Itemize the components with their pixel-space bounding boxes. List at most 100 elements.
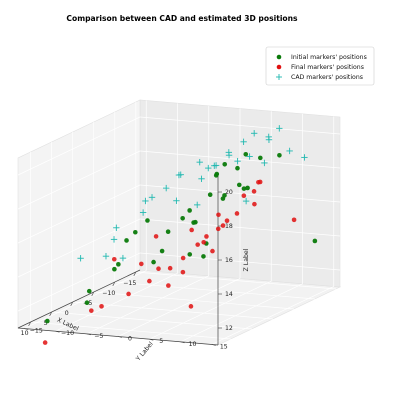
- legend-final-marker: [276, 64, 282, 70]
- y-gridline-floor: [86, 275, 209, 335]
- y-tick-mark: [86, 333, 91, 336]
- x-tick-label: 5: [44, 320, 48, 327]
- cad-marker-point: [113, 224, 120, 231]
- final-marker-point: [180, 269, 186, 275]
- y-tick-label: −15: [30, 328, 43, 335]
- z-gridline-back: [139, 218, 341, 237]
- x-tick-mark: [70, 301, 73, 307]
- x-tick-label: 0: [65, 310, 69, 317]
- y-gridline-floor: [55, 272, 178, 332]
- y-tick-label: 15: [220, 343, 228, 350]
- z-tick-label: 18: [225, 223, 233, 230]
- z-gridline-back: [139, 252, 341, 271]
- legend-label: Initial markers' positions: [291, 54, 367, 61]
- initial-marker-point: [193, 219, 198, 225]
- cad-marker-point: [139, 209, 147, 216]
- final-marker-point: [166, 283, 171, 288]
- cad-marker-point: [250, 130, 258, 137]
- cad-marker-point: [225, 149, 233, 156]
- final-marker-point: [139, 261, 144, 267]
- y-tick-mark: [211, 344, 216, 346]
- z-gridline-side: [17, 150, 141, 210]
- legend-frame: [265, 46, 375, 86]
- z-gridline-side: [17, 218, 141, 278]
- final-marker-point: [195, 242, 200, 247]
- initial-marker-point: [222, 161, 228, 167]
- y-tick-mark: [24, 328, 29, 330]
- z-tick-label: 12: [225, 325, 233, 332]
- legend-label: CAD markers' positions: [291, 74, 363, 81]
- cad-marker-point: [173, 197, 180, 204]
- final-marker-point: [216, 212, 221, 218]
- cad-marker-point: [205, 164, 212, 172]
- legend-initial-marker: [276, 54, 282, 60]
- y-tick-mark: [180, 341, 185, 344]
- cad-marker-point: [194, 201, 201, 209]
- final-marker-point: [234, 211, 240, 216]
- initial-marker-point: [312, 238, 318, 244]
- initial-marker-point: [241, 186, 247, 191]
- initial-marker-point: [165, 229, 171, 234]
- legend-items: Initial markers' positions Final markers'…: [276, 54, 367, 81]
- legend-label: Final markers' positions: [291, 64, 364, 71]
- y-axis-label: Y Label: [134, 340, 155, 363]
- initial-marker-point: [213, 173, 219, 178]
- final-marker-point: [224, 218, 230, 223]
- y-gridline-floor: [149, 280, 272, 340]
- cad-marker-point: [142, 197, 149, 205]
- y-tick-mark: [149, 338, 154, 341]
- z-axis-label: Z Label: [243, 248, 250, 271]
- y-gridline-floor: [180, 283, 303, 343]
- cad-marker-point: [286, 147, 293, 155]
- z-gridline-side: [17, 116, 141, 176]
- cad-marker-point: [212, 162, 220, 169]
- initial-marker-point: [133, 229, 138, 235]
- cad-marker-point: [196, 158, 203, 166]
- initial-marker-point: [187, 208, 192, 213]
- gridlines: [17, 100, 341, 345]
- y-tick-label: 5: [159, 338, 163, 345]
- cad-marker-point: [265, 133, 272, 141]
- final-marker-point: [241, 193, 247, 198]
- data-points: [42, 125, 318, 345]
- cad-marker-point: [77, 255, 84, 262]
- final-marker-point: [188, 304, 194, 309]
- y-tick-label: −5: [94, 333, 103, 340]
- cad-marker-point: [198, 175, 205, 183]
- cad-marker-point: [110, 236, 118, 243]
- cad-marker-point: [102, 252, 110, 260]
- y-tick-mark: [55, 330, 60, 333]
- initial-marker-point: [235, 165, 240, 171]
- final-marker-point: [252, 201, 257, 207]
- final-marker-point: [167, 265, 173, 271]
- y-tick-label: −10: [61, 330, 74, 337]
- initial-marker-point: [243, 151, 249, 157]
- initial-marker-point: [187, 252, 193, 257]
- final-marker-point: [257, 179, 263, 185]
- final-marker-point: [180, 255, 186, 261]
- final-marker-point: [215, 226, 221, 232]
- final-marker-point: [204, 234, 209, 239]
- cad-marker-point: [148, 194, 156, 201]
- x-tick-mark: [133, 271, 137, 277]
- initial-marker-point: [84, 300, 90, 306]
- final-marker-point: [147, 278, 152, 284]
- cad-marker-point: [240, 138, 247, 146]
- cad-marker-point: [301, 154, 308, 161]
- y-gridline-floor: [24, 270, 147, 329]
- initial-marker-point: [151, 259, 156, 265]
- final-marker-point: [99, 304, 104, 309]
- initial-marker-point: [45, 318, 50, 324]
- x-tick-label: −15: [123, 280, 136, 287]
- cad-marker-point: [177, 171, 184, 178]
- final-marker-point: [189, 227, 194, 233]
- final-marker-point: [111, 256, 117, 262]
- cad-marker-point: [162, 184, 170, 192]
- initial-marker-point: [222, 193, 227, 198]
- cad-marker-point: [246, 153, 253, 160]
- cad-marker-point: [242, 197, 250, 205]
- x-tick-label: 10: [21, 330, 29, 337]
- initial-marker-point: [116, 262, 121, 267]
